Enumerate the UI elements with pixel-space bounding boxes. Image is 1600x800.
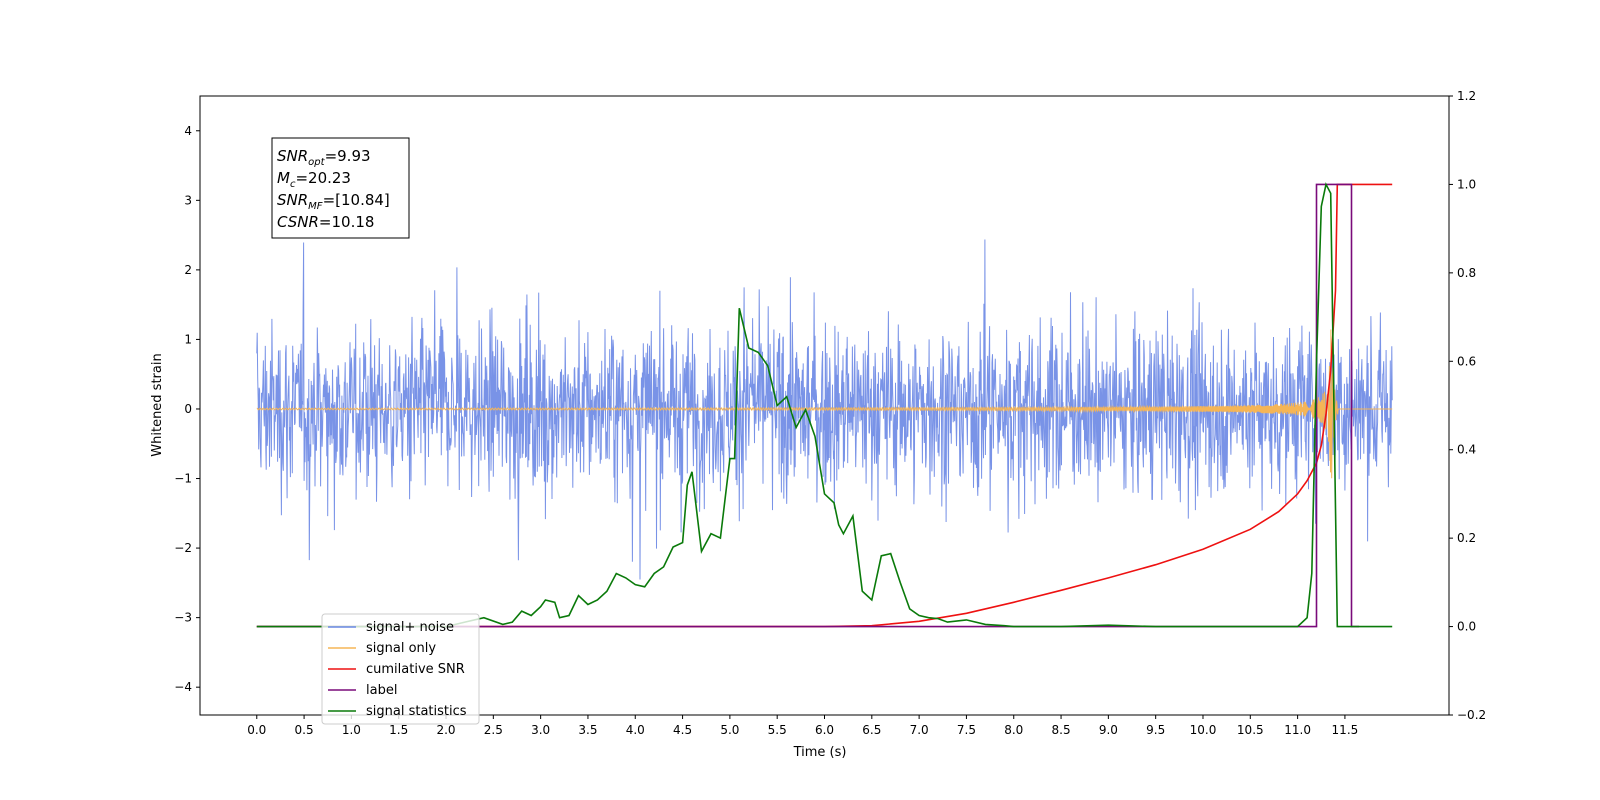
x-axis-label: Time (s) — [793, 745, 847, 760]
y-tick-label-left: 4 — [184, 124, 192, 138]
x-tick-label: 1.5 — [389, 723, 408, 737]
y-tick-label-right: 0.8 — [1457, 266, 1476, 280]
legend-label: signal only — [366, 641, 436, 656]
y-tick-label-left: 0 — [184, 402, 192, 416]
legend-label: signal statistics — [366, 704, 467, 719]
y-tick-label-left: −3 — [174, 611, 192, 625]
series-signal-only — [256, 329, 1393, 479]
y-axis-left: −4 −3 −2 −1 0 1 2 3 4 — [174, 124, 200, 694]
x-tick-label: 8.5 — [1052, 723, 1071, 737]
y-tick-label-left: −1 — [174, 472, 192, 486]
y-tick-label-right: 1.0 — [1457, 177, 1476, 191]
x-tick-label: 4.0 — [626, 723, 645, 737]
x-tick-label: 2.0 — [436, 723, 455, 737]
x-tick-label: 9.0 — [1099, 723, 1118, 737]
x-tick-label: 6.0 — [815, 723, 834, 737]
legend-frame — [321, 613, 480, 725]
y-tick-label-left: −4 — [174, 680, 192, 694]
x-tick-label: 5.0 — [720, 723, 739, 737]
x-tick-label: 3.5 — [578, 723, 597, 737]
legend-label: signal+ noise — [366, 620, 454, 635]
y-tick-label-left: 3 — [184, 193, 192, 207]
snr-annotation-box: SNRopt=9.93Mc=20.23SNRMF=[10.84]CSNR=10.… — [271, 137, 410, 239]
y-tick-label-right: 0.0 — [1457, 620, 1476, 634]
x-tick-label: 3.0 — [531, 723, 550, 737]
x-tick-label: 8.0 — [1004, 723, 1023, 737]
legend-label: cumilative SNR — [366, 662, 465, 677]
y-tick-label-left: 1 — [184, 332, 192, 346]
x-tick-label: 2.5 — [484, 723, 503, 737]
annotation-line: CSNR=10.18 — [277, 213, 374, 231]
x-tick-label: 11.0 — [1284, 723, 1311, 737]
x-tick-label: 0.0 — [247, 723, 266, 737]
annotation-line: SNRMF=[10.84] — [277, 191, 390, 212]
legend-label: label — [366, 683, 397, 698]
annotation-line: SNRopt=9.93 — [277, 147, 371, 168]
x-tick-label: 5.5 — [768, 723, 787, 737]
x-axis: 0.0 0.5 1.0 1.5 2.0 2.5 3.0 3.5 4.0 4.5 5.0 5.5 6.0 6… — [247, 715, 1358, 737]
annotation-line: Mc=20.23 — [277, 169, 351, 190]
series-signal-noise — [256, 239, 1393, 580]
y-tick-label-right: 0.2 — [1457, 531, 1476, 545]
y-tick-label-right: 0.6 — [1457, 354, 1476, 368]
x-tick-label: 7.5 — [957, 723, 976, 737]
x-tick-label: 4.5 — [673, 723, 692, 737]
legend: signal+ noise signal only cumilative SNR la… — [321, 613, 480, 725]
y-tick-label-right: 0.4 — [1457, 443, 1476, 457]
y-axis-right: −0.2 0.0 0.2 0.4 0.6 0.8 1.0 1.2 — [1449, 89, 1486, 722]
annotation-frame — [271, 137, 410, 239]
y-tick-label-right: −0.2 — [1457, 708, 1486, 722]
x-tick-label: 1.0 — [342, 723, 361, 737]
series-layer — [256, 182, 1393, 628]
y-tick-label-right: 1.2 — [1457, 89, 1476, 103]
x-tick-label: 10.5 — [1237, 723, 1264, 737]
x-tick-label: 7.0 — [910, 723, 929, 737]
y-axis-label: Whitened strain — [150, 353, 165, 456]
y-tick-label-left: 2 — [184, 263, 192, 277]
x-tick-label: 10.0 — [1190, 723, 1217, 737]
x-tick-label: 11.5 — [1332, 723, 1359, 737]
y-tick-label-left: −2 — [174, 541, 192, 555]
x-tick-label: 9.5 — [1146, 723, 1165, 737]
x-tick-label: 6.5 — [862, 723, 881, 737]
x-tick-label: 0.5 — [295, 723, 314, 737]
series-signal-statistics — [256, 182, 1393, 628]
